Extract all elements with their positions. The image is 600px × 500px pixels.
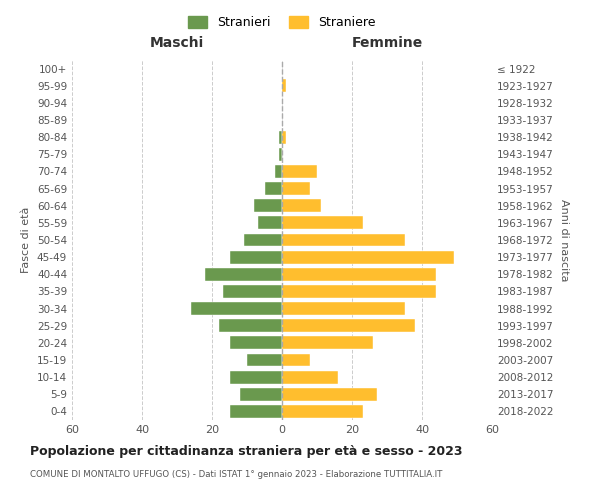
- Bar: [254, 200, 282, 212]
- Bar: [282, 285, 436, 298]
- Bar: [282, 268, 436, 280]
- Bar: [282, 182, 310, 195]
- Bar: [282, 250, 454, 264]
- Bar: [229, 336, 282, 349]
- Bar: [282, 370, 338, 384]
- Bar: [282, 388, 377, 400]
- Text: Popolazione per cittadinanza straniera per età e sesso - 2023: Popolazione per cittadinanza straniera p…: [30, 445, 463, 458]
- Bar: [191, 302, 282, 315]
- Bar: [265, 182, 282, 195]
- Bar: [219, 320, 282, 332]
- Text: COMUNE DI MONTALTO UFFUGO (CS) - Dati ISTAT 1° gennaio 2023 - Elaborazione TUTTI: COMUNE DI MONTALTO UFFUGO (CS) - Dati IS…: [30, 470, 442, 479]
- Bar: [282, 80, 286, 92]
- Text: Femmine: Femmine: [352, 36, 422, 50]
- Y-axis label: Fasce di età: Fasce di età: [22, 207, 31, 273]
- Bar: [282, 234, 404, 246]
- Bar: [275, 165, 282, 178]
- Bar: [282, 165, 317, 178]
- Bar: [257, 216, 282, 230]
- Bar: [278, 130, 282, 143]
- Bar: [282, 216, 362, 230]
- Bar: [282, 320, 415, 332]
- Bar: [282, 130, 286, 143]
- Bar: [282, 302, 404, 315]
- Bar: [244, 234, 282, 246]
- Bar: [282, 354, 310, 366]
- Bar: [282, 336, 373, 349]
- Bar: [282, 200, 320, 212]
- Bar: [229, 405, 282, 418]
- Bar: [229, 370, 282, 384]
- Y-axis label: Anni di nascita: Anni di nascita: [559, 198, 569, 281]
- Bar: [205, 268, 282, 280]
- Bar: [282, 405, 362, 418]
- Legend: Stranieri, Straniere: Stranieri, Straniere: [184, 11, 380, 34]
- Bar: [229, 250, 282, 264]
- Text: Maschi: Maschi: [150, 36, 204, 50]
- Bar: [247, 354, 282, 366]
- Bar: [223, 285, 282, 298]
- Bar: [278, 148, 282, 160]
- Bar: [240, 388, 282, 400]
